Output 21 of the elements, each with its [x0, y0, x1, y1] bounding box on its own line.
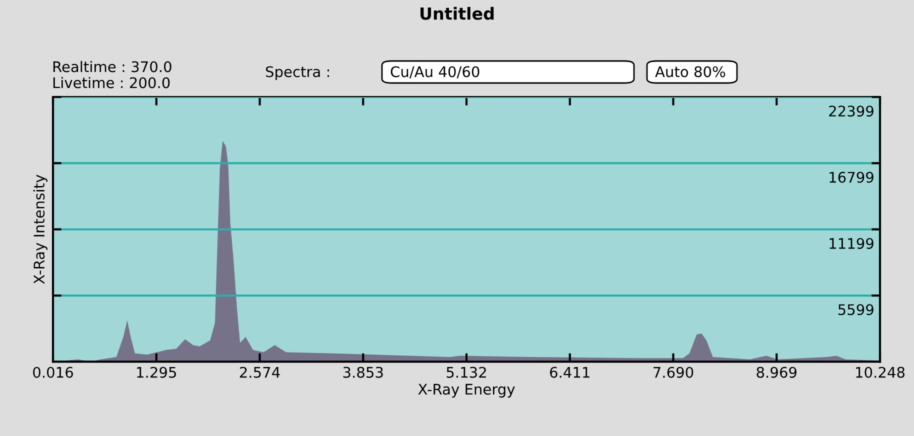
- chart-title: Untitled: [420, 6, 494, 20]
- x-tick-label: 8.969: [756, 366, 796, 378]
- x-tick-label: 0.016: [33, 366, 73, 378]
- x-tick-label: 7.690: [654, 366, 694, 378]
- x-tick-label: 2.574: [240, 366, 280, 378]
- y-tick-label: 11199: [830, 238, 874, 249]
- x-tick-label: 3.853: [343, 366, 383, 378]
- y-tick-label: 22399: [829, 106, 874, 117]
- y-axis-title: X-Ray Intensity: [33, 174, 48, 284]
- x-tick-label: 5.132: [446, 366, 486, 378]
- x-tick-label: 10.248: [856, 366, 905, 378]
- x-axis-title: X-Ray Energy: [418, 384, 515, 398]
- text: Realtime : 370.0: [53, 60, 172, 72]
- x-tick-label: 6.411: [550, 366, 590, 378]
- x-tick-label: 1.295: [137, 366, 176, 378]
- y-tick-label: 16799: [830, 172, 874, 183]
- text: Auto 80%: [655, 66, 726, 78]
- text: Cu/Au 40/60: [390, 66, 480, 78]
- y-tick-label: 5599: [838, 304, 874, 316]
- text: Spectra :: [266, 66, 329, 80]
- text: Livetime : 200.0: [53, 76, 170, 88]
